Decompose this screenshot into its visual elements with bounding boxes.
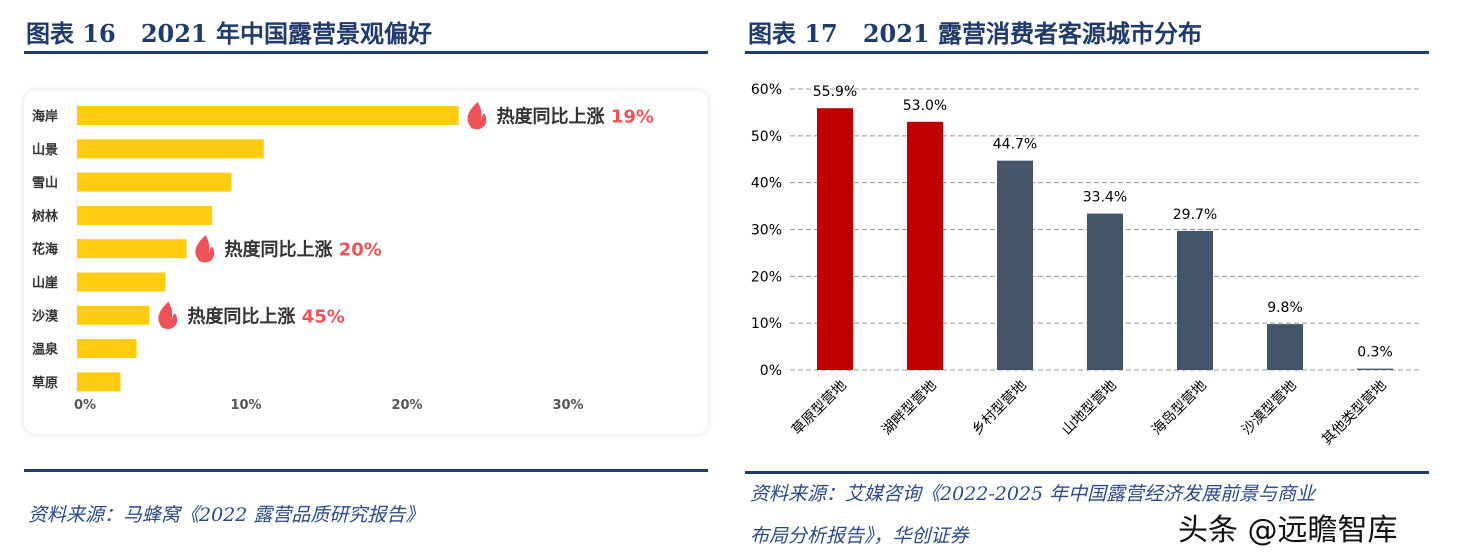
left-title-rule xyxy=(24,51,708,54)
annotation-value: 45% xyxy=(302,306,345,327)
category-label: 雪山 xyxy=(32,175,58,191)
y-tick-label: 30% xyxy=(751,223,782,239)
bar xyxy=(77,106,459,125)
y-tick-label: 10% xyxy=(751,316,782,332)
x-tick-label: 其他类型营地 xyxy=(1319,378,1390,449)
y-tick-label: 0% xyxy=(760,363,782,379)
right-bottom-rule xyxy=(745,471,1429,474)
y-tick-label: 60% xyxy=(751,82,782,98)
category-label: 花海 xyxy=(32,242,58,258)
flame-icon xyxy=(158,301,178,330)
category-label: 温泉 xyxy=(32,342,59,358)
right-source-line1: 资料来源：艾媒咨询《2022-2025 年中国露营经济发展前景与商业 xyxy=(750,483,1316,505)
annotation-label: 热度同比上涨 xyxy=(497,106,611,128)
data-label: 33.4% xyxy=(1083,190,1127,206)
annotation-text: 热度同比上涨 45% xyxy=(187,305,344,327)
left-chart-card: 海岸 热度同比上涨 19% 山景 雪山 树林 花海 热度同比上涨 20% 山崖 沙漠 热度同比上涨… xyxy=(24,90,708,434)
right-source-line2: 布局分析报告》，华创证券 xyxy=(750,525,969,547)
data-label: 44.7% xyxy=(993,137,1037,153)
category-label: 沙漠 xyxy=(32,308,59,324)
x-tick-label: 20% xyxy=(391,398,422,413)
category-label: 山崖 xyxy=(32,275,58,291)
x-tick-label: 0% xyxy=(74,398,96,413)
bar xyxy=(1267,324,1303,370)
category-label: 树林 xyxy=(32,208,58,224)
y-tick-label: 40% xyxy=(751,176,782,192)
flame-icon xyxy=(467,102,487,130)
watermark: 头条 @远瞻智库 xyxy=(1178,513,1398,548)
bar xyxy=(817,108,853,371)
x-tick-label: 10% xyxy=(230,398,261,413)
bar xyxy=(907,121,943,371)
x-tick-label: 乡村型营地 xyxy=(969,378,1030,439)
bar xyxy=(77,205,213,225)
bar xyxy=(77,172,232,192)
y-tick-label: 50% xyxy=(751,129,782,145)
x-tick-label: 30% xyxy=(552,398,583,413)
x-tick-label: 草原型营地 xyxy=(789,378,850,439)
x-tick-label: 海岛型营地 xyxy=(1149,378,1210,439)
right-chart-title: 图表 17 2021 露营消费者客源城市分布 xyxy=(748,19,1202,48)
category-label: 山景 xyxy=(32,142,58,158)
data-label: 55.9% xyxy=(813,84,857,100)
data-label: 29.7% xyxy=(1173,207,1217,223)
data-label: 53.0% xyxy=(903,98,947,114)
right-bar-chart: 0% 10% 20% 30% 40% 50% 60% 55.9% 草原型营地 53.0% 湖畔型营地… xyxy=(751,82,1420,449)
data-label: 0.3% xyxy=(1357,345,1393,361)
right-title-rule xyxy=(745,51,1429,54)
annotation-text: 热度同比上涨 20% xyxy=(224,239,381,261)
annotation-label: 热度同比上涨 xyxy=(224,239,338,261)
x-tick-label: 沙漠型营地 xyxy=(1239,378,1300,439)
annotation-label: 热度同比上涨 xyxy=(187,305,301,327)
bar xyxy=(77,305,150,325)
bar xyxy=(77,239,187,259)
x-tick-label: 湖畔型营地 xyxy=(879,378,940,439)
bar xyxy=(77,372,121,392)
annotation-value: 19% xyxy=(611,107,654,128)
left-source: 资料来源：马蜂窝《2022 露营品质研究报告》 xyxy=(28,504,425,526)
x-tick-label: 山地型营地 xyxy=(1059,378,1120,439)
data-label: 9.8% xyxy=(1267,300,1303,316)
bar xyxy=(1357,368,1393,370)
category-label: 海岸 xyxy=(32,109,58,125)
bar xyxy=(1177,230,1213,370)
annotation-text: 热度同比上涨 19% xyxy=(497,106,654,128)
y-tick-label: 20% xyxy=(751,269,782,285)
left-bottom-rule xyxy=(24,469,708,472)
bar xyxy=(997,160,1033,370)
bar xyxy=(1087,213,1123,370)
bar xyxy=(77,272,166,292)
category-label: 草原 xyxy=(32,375,58,391)
bar xyxy=(77,139,264,159)
annotation-value: 20% xyxy=(339,240,382,261)
left-chart-title: 图表 16 2021 年中国露营景观偏好 xyxy=(26,19,432,48)
bar xyxy=(77,339,137,359)
flame-icon xyxy=(195,235,215,263)
